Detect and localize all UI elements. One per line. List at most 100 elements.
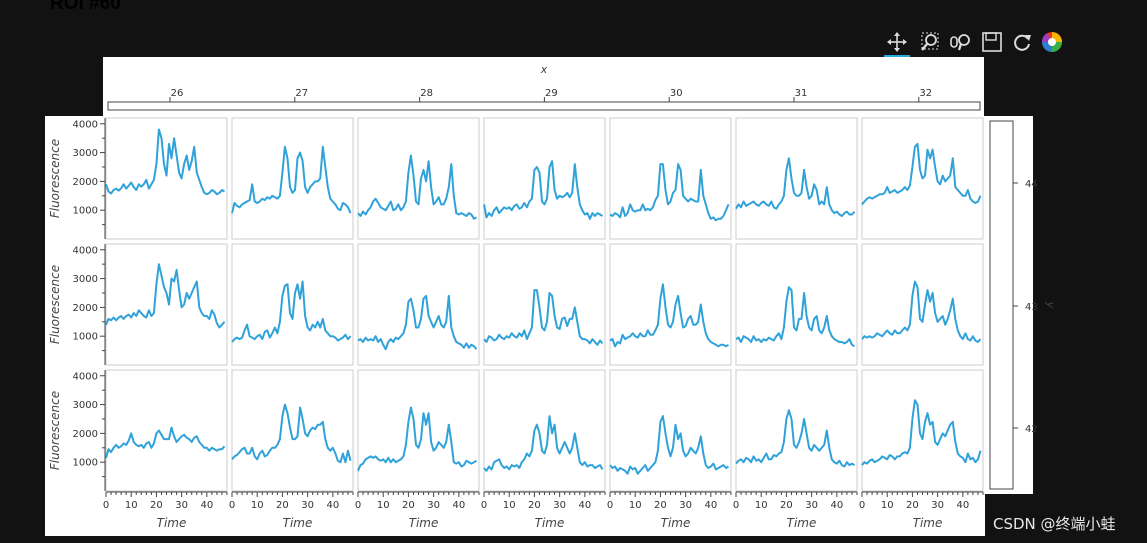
x-tick-label: 10 — [125, 500, 138, 511]
bokeh-logo[interactable] — [1039, 30, 1065, 54]
y-slider-tick-label: 44 — [1025, 179, 1038, 190]
x-slider-tick-label: 29 — [545, 88, 558, 99]
x-tick-label: 40 — [704, 500, 717, 511]
y-tick-label: 2000 — [73, 303, 98, 314]
y-tick-label: 1000 — [73, 332, 98, 343]
series-line — [105, 263, 226, 329]
x-axis-label: Time — [787, 516, 817, 530]
x-slider-tick-label: 30 — [670, 88, 683, 99]
y-tick-label: 4000 — [73, 119, 98, 130]
series-line — [735, 409, 856, 468]
x-tick-label: 0 — [355, 500, 361, 511]
x-tick-label: 20 — [906, 500, 919, 511]
x-tick-label: 30 — [553, 500, 566, 511]
save-icon — [982, 32, 1002, 52]
y-slider-tick-label: 43 — [1025, 302, 1038, 313]
series-line — [609, 283, 730, 348]
series-line — [861, 399, 982, 466]
panel-frame — [735, 117, 858, 240]
panel-frame — [861, 243, 984, 366]
x-tick-label: 20 — [276, 500, 289, 511]
series-line — [105, 426, 226, 459]
panel-frame — [483, 369, 606, 492]
series-line — [609, 163, 730, 222]
x-tick-label: 0 — [859, 500, 865, 511]
x-tick-label: 30 — [805, 500, 818, 511]
y-tick-label: 3000 — [73, 400, 98, 411]
x-tick-label: 40 — [452, 500, 465, 511]
y-tick-label: 4000 — [73, 245, 98, 256]
series-line — [231, 145, 352, 214]
wheel-zoom-tool[interactable] — [948, 30, 974, 54]
x-slider-tick-label: 27 — [295, 88, 308, 99]
panel-frame — [483, 117, 606, 240]
x-tick-label: 30 — [427, 500, 440, 511]
x-tick-label: 40 — [200, 500, 213, 511]
watermark: CSDN @终端小蛙 — [993, 515, 1116, 533]
panel-frame — [483, 243, 606, 366]
y-axis-label: Fluorescence — [48, 391, 62, 470]
y-slider-panel — [985, 116, 1033, 494]
x-tick-label: 0 — [481, 500, 487, 511]
x-axis-label: Time — [283, 516, 313, 530]
series-line — [357, 154, 477, 220]
x-axis-label: Time — [913, 516, 943, 530]
panel-frame — [231, 117, 354, 240]
save-tool[interactable] — [979, 30, 1005, 54]
x-slider-tick-label: 28 — [420, 88, 433, 99]
y-slider-tick-label: 42 — [1025, 424, 1038, 435]
x-slider-tick-label: 31 — [795, 88, 808, 99]
reset-tool[interactable] — [1009, 30, 1035, 54]
reset-icon — [1014, 34, 1031, 51]
x-tick-label: 20 — [150, 500, 163, 511]
series-line — [105, 128, 226, 196]
panel-frame — [357, 369, 480, 492]
x-tick-label: 30 — [931, 500, 944, 511]
series-line — [357, 406, 477, 472]
x-tick-label: 40 — [830, 500, 843, 511]
series-line — [483, 415, 604, 472]
series-line — [735, 286, 856, 348]
x-tick-label: 10 — [755, 500, 768, 511]
panel-frame — [609, 369, 732, 492]
series-line — [861, 280, 982, 343]
page-title: ROI #60 — [50, 0, 121, 14]
panel-frame — [609, 117, 732, 240]
panel-frame — [861, 369, 984, 492]
x-tick-label: 30 — [679, 500, 692, 511]
series-line — [735, 157, 856, 217]
pan-tool[interactable] — [884, 30, 910, 57]
y-tick-label: 4000 — [73, 371, 98, 382]
series-line — [861, 142, 982, 206]
y-tick-label: 2000 — [73, 177, 98, 188]
grid-background — [45, 116, 985, 536]
x-tick-label: 20 — [528, 500, 541, 511]
x-tick-label: 0 — [103, 500, 109, 511]
y-tick-label: 1000 — [73, 206, 98, 217]
x-tick-label: 30 — [175, 500, 188, 511]
x-slider-tick-label: 26 — [171, 88, 184, 99]
series-line — [357, 294, 478, 351]
x-tick-label: 10 — [629, 500, 642, 511]
y-axis-label: Fluorescence — [48, 139, 62, 218]
x-tick-label: 0 — [607, 500, 613, 511]
panel-frame — [105, 369, 228, 492]
bokeh-logo-icon — [1041, 32, 1062, 52]
x-axis-label: Time — [409, 516, 439, 530]
y-tick-label: 2000 — [73, 429, 98, 440]
pan-icon — [887, 32, 907, 52]
x-tick-label: 40 — [956, 500, 969, 511]
x-slider-label: x — [540, 63, 548, 76]
x-tick-label: 20 — [402, 500, 415, 511]
x-tick-label: 10 — [251, 500, 264, 511]
x-tick-label: 10 — [503, 500, 516, 511]
panel-frame — [861, 117, 984, 240]
x-axis-label: Time — [661, 516, 691, 530]
x-slider-tick-label: 32 — [919, 88, 932, 99]
panel-frame — [735, 369, 858, 492]
box-zoom-icon — [921, 32, 939, 51]
y-slider-label: y — [1044, 301, 1057, 309]
panel-frame — [357, 243, 480, 366]
x-axis-label: Time — [535, 516, 565, 530]
box-zoom-tool[interactable] — [918, 30, 944, 54]
